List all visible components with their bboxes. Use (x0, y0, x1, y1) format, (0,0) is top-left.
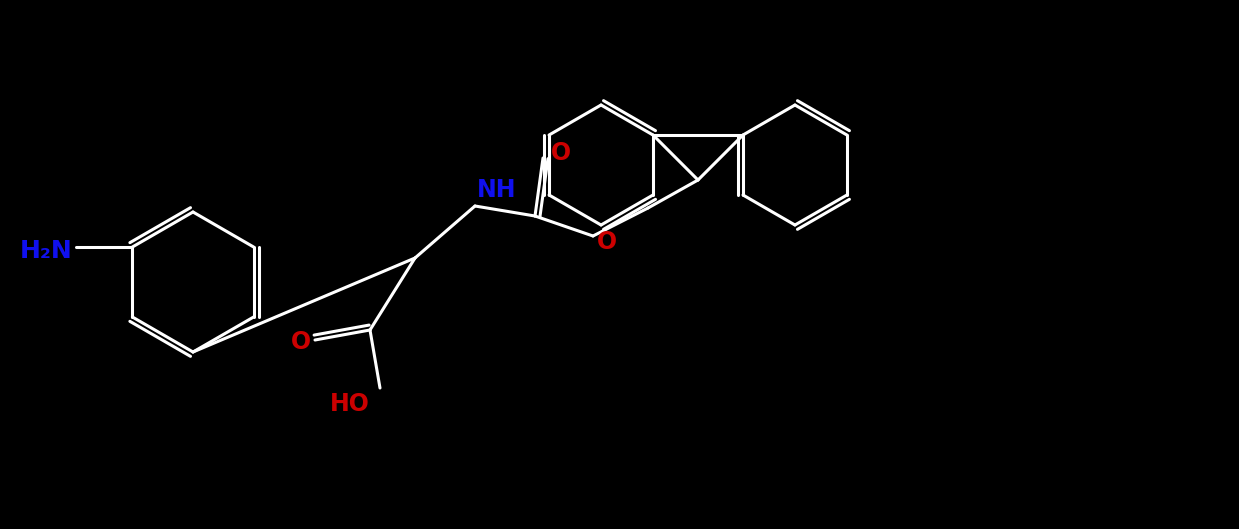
Text: HO: HO (330, 392, 370, 416)
Text: H₂N: H₂N (20, 239, 72, 263)
Text: O: O (597, 230, 617, 254)
Text: NH: NH (477, 178, 517, 202)
Text: O: O (551, 141, 571, 165)
Text: O: O (291, 330, 311, 354)
